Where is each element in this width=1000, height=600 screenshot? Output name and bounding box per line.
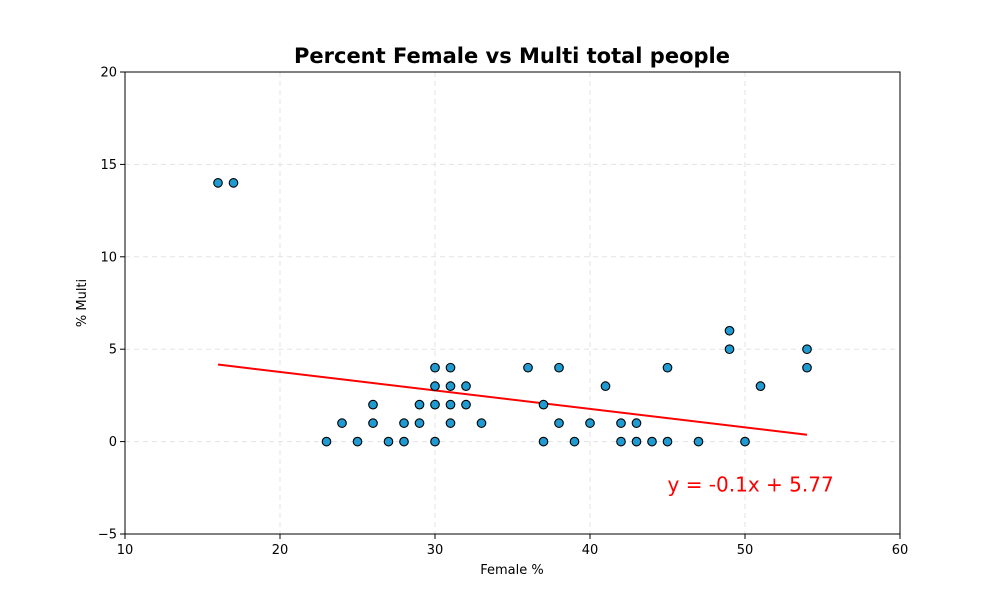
data-point (616, 436, 626, 447)
data-point (352, 436, 363, 447)
data-point (538, 399, 549, 410)
data-point (631, 436, 642, 447)
data-point (724, 325, 735, 336)
data-point (430, 362, 440, 373)
data-point (538, 436, 549, 447)
data-point (368, 418, 378, 428)
data-point (368, 399, 378, 410)
x-tick-label: 30 (427, 543, 444, 558)
data-point (569, 436, 580, 447)
data-point (445, 418, 456, 428)
data-point (647, 436, 657, 447)
y-tick-label: 10 (100, 250, 117, 265)
y-tick-label: 15 (100, 158, 117, 173)
data-point (802, 362, 812, 373)
data-point (802, 344, 812, 355)
data-point (461, 399, 471, 410)
data-point (430, 436, 440, 447)
data-point (476, 418, 487, 428)
y-tick-label: 20 (100, 66, 117, 81)
data-point (631, 418, 642, 428)
data-point (461, 381, 471, 392)
data-point (755, 381, 766, 392)
data-point (337, 418, 347, 428)
ticks-layer: 10 20 30 40 50 60 −5 0 5 10 15 20 (98, 66, 908, 559)
data-point (213, 178, 223, 188)
data-point (616, 418, 626, 428)
y-axis-label: % Multi (75, 279, 90, 327)
x-axis-label: Female % (480, 563, 544, 578)
data-point (430, 381, 440, 392)
data-point (662, 362, 673, 373)
data-point (585, 418, 595, 428)
data-point (523, 362, 533, 373)
plot-frame (124, 71, 901, 535)
data-point (321, 436, 332, 447)
y-tick-label: 5 (109, 343, 117, 358)
data-point (600, 381, 611, 392)
data-point (430, 399, 440, 410)
data-point (399, 436, 409, 447)
data-point (445, 399, 456, 410)
x-tick-label: 10 (117, 543, 134, 558)
data-point (399, 418, 409, 428)
points-layer (213, 178, 812, 447)
data-point (740, 436, 750, 447)
regression-equation: y = -0.1x + 5.77 (668, 472, 834, 496)
x-tick-label: 50 (737, 543, 754, 558)
grid-layer (124, 71, 901, 535)
data-point (693, 436, 704, 447)
x-tick-label: 20 (272, 543, 289, 558)
data-point (554, 362, 564, 373)
y-tick-label: −5 (98, 528, 117, 543)
regression-line (217, 363, 808, 436)
y-tick-label: 0 (109, 435, 117, 450)
data-point (445, 362, 456, 373)
x-tick-label: 60 (892, 543, 909, 558)
data-point (554, 418, 564, 428)
data-point (414, 399, 425, 410)
data-point (414, 418, 425, 428)
x-tick-label: 40 (582, 543, 599, 558)
data-point (228, 178, 239, 188)
data-point (445, 381, 456, 392)
data-point (662, 436, 673, 447)
regression-layer (217, 363, 808, 436)
data-point (724, 344, 735, 355)
chart-title: Percent Female vs Multi total people (294, 44, 730, 68)
data-point (383, 436, 394, 447)
